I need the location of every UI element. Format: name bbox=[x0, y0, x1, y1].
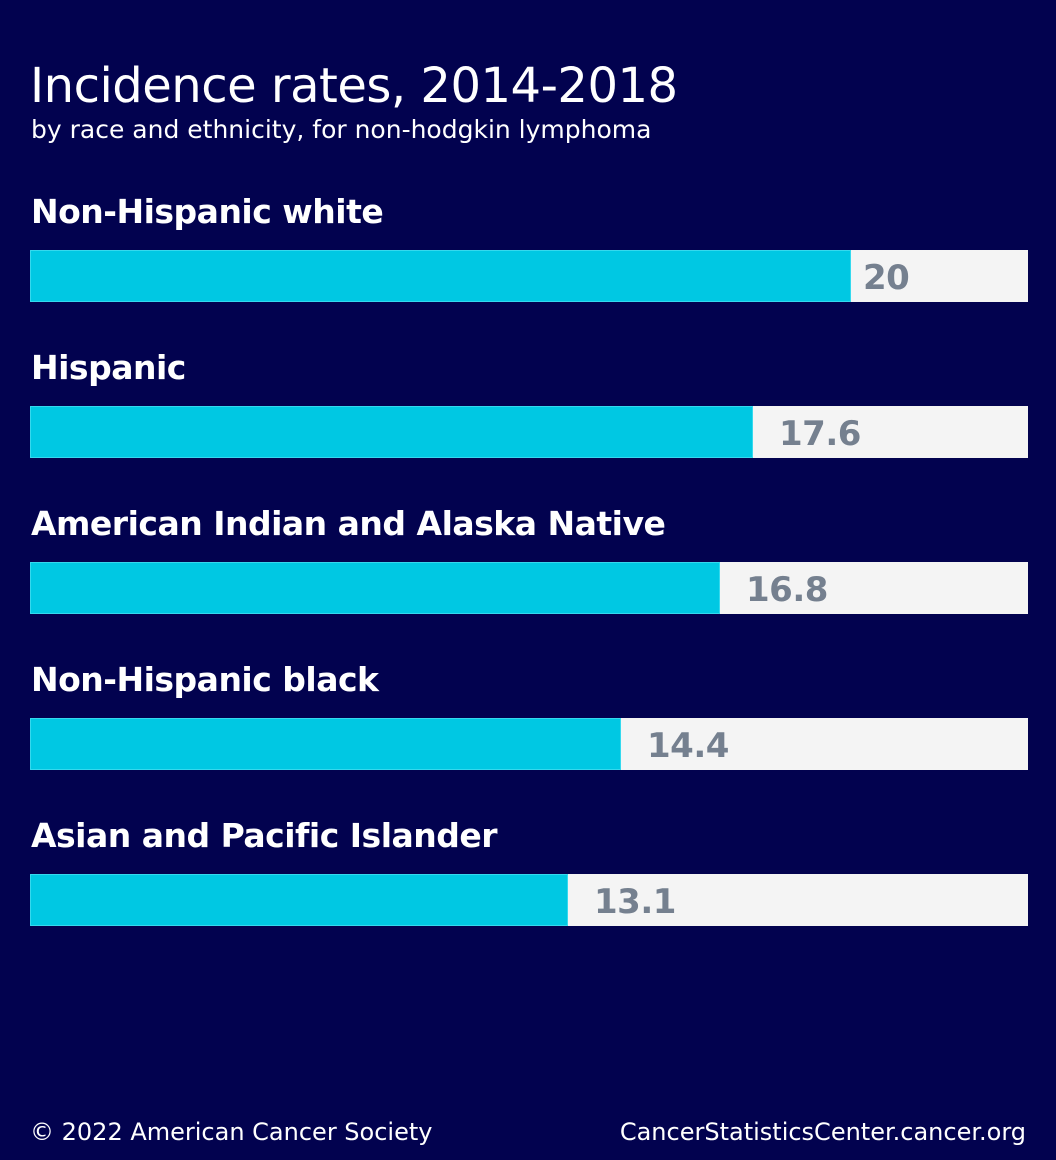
category-label: Non-Hispanic black bbox=[31, 660, 379, 699]
value-label: 20 bbox=[863, 258, 910, 298]
chart-title: Incidence rates, 2014-2018 bbox=[30, 58, 678, 114]
copyright-notice: © 2022 American Cancer Society bbox=[30, 1118, 433, 1146]
bar-group: Hispanic 17.6 bbox=[30, 346, 1028, 466]
bar-track: 20 bbox=[30, 250, 1028, 302]
bar-group: Non-Hispanic black 14.4 bbox=[30, 658, 1028, 778]
bar-track: 17.6 bbox=[30, 406, 1028, 458]
bar bbox=[30, 874, 568, 926]
bar-track: 14.4 bbox=[30, 718, 1028, 770]
source-link[interactable]: CancerStatisticsCenter.cancer.org bbox=[619, 1118, 1026, 1146]
value-label: 13.1 bbox=[594, 882, 676, 922]
value-label: 14.4 bbox=[647, 726, 729, 766]
bar-track: 13.1 bbox=[30, 874, 1028, 926]
bar-track: 16.8 bbox=[30, 562, 1028, 614]
bar bbox=[30, 250, 851, 302]
bar-group: American Indian and Alaska Native 16.8 bbox=[30, 502, 1028, 622]
value-label: 16.8 bbox=[746, 570, 828, 610]
category-label: Hispanic bbox=[31, 348, 186, 387]
value-label: 17.6 bbox=[779, 414, 861, 454]
chart-subtitle: by race and ethnicity, for non-hodgkin l… bbox=[31, 115, 652, 144]
category-label: Asian and Pacific Islander bbox=[31, 816, 498, 855]
bar bbox=[30, 562, 720, 614]
bar bbox=[30, 406, 753, 458]
category-label: American Indian and Alaska Native bbox=[31, 504, 666, 543]
bar bbox=[30, 718, 621, 770]
bar-group: Asian and Pacific Islander 13.1 bbox=[30, 814, 1028, 934]
bar-group: Non-Hispanic white 20 bbox=[30, 190, 1028, 310]
category-label: Non-Hispanic white bbox=[31, 192, 384, 231]
